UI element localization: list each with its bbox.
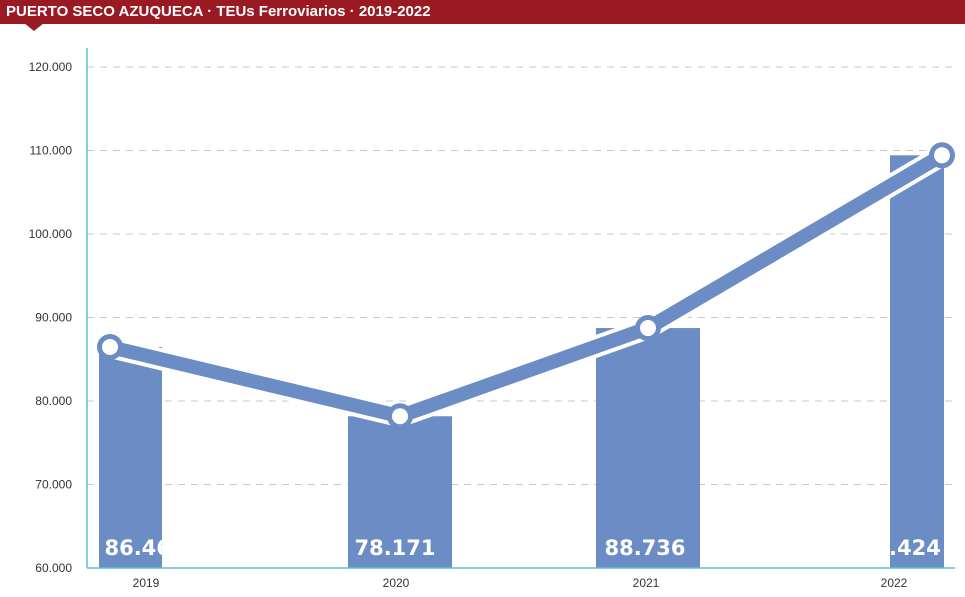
x-tick-label: 2020 bbox=[383, 576, 410, 590]
point-marker-inner bbox=[934, 147, 950, 164]
x-tick-label: 2019 bbox=[133, 576, 160, 590]
y-tick-label: 100.000 bbox=[29, 227, 73, 241]
bar-2019 bbox=[99, 347, 162, 568]
point-marker-inner bbox=[392, 408, 408, 425]
y-tick-label: 70.000 bbox=[35, 478, 72, 492]
y-tick-label: 80.000 bbox=[35, 394, 72, 408]
chart-title-bar: PUERTO SECO AZUQUECA · TEUs Ferroviarios… bbox=[0, 0, 965, 24]
bar-value-label: 109.424 bbox=[845, 536, 941, 560]
x-tick-label: 2021 bbox=[633, 576, 660, 590]
bar-value-label: 78.171 bbox=[354, 536, 435, 560]
y-tick-label: 90.000 bbox=[35, 311, 72, 325]
y-tick-label: 120.000 bbox=[29, 60, 73, 74]
bar-2020 bbox=[348, 416, 452, 568]
x-tick-label: 2022 bbox=[881, 576, 908, 590]
series-line bbox=[103, 148, 949, 424]
y-tick-label: 60.000 bbox=[35, 561, 72, 575]
bar-2022 bbox=[890, 155, 944, 568]
point-marker-inner bbox=[102, 339, 118, 356]
chart-title: PUERTO SECO AZUQUECA · TEUs Ferroviarios… bbox=[6, 3, 431, 20]
point-marker-inner bbox=[640, 320, 656, 337]
y-tick-label: 110.000 bbox=[30, 144, 73, 158]
bar-value-label: 88.736 bbox=[604, 536, 685, 560]
title-pointer-decoration bbox=[24, 23, 44, 31]
bar-value-label: 86.466 bbox=[104, 536, 185, 560]
bar-2021 bbox=[596, 328, 700, 568]
